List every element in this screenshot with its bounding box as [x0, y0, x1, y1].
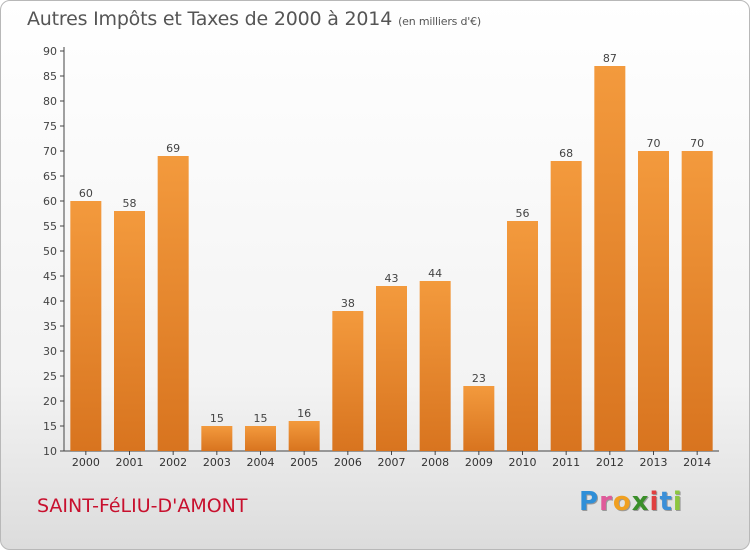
- bar: [70, 201, 102, 451]
- data-label: 58: [123, 197, 137, 210]
- bar: [157, 156, 189, 451]
- y-tick-label: 90: [43, 45, 57, 58]
- data-label: 87: [603, 52, 617, 65]
- bar: [507, 221, 538, 451]
- x-tick-label: 2008: [421, 456, 449, 469]
- y-tick-label: 10: [43, 445, 57, 458]
- data-label: 56: [516, 207, 530, 220]
- x-tick-label: 2001: [116, 456, 144, 469]
- bar: [288, 421, 320, 451]
- y-tick-label: 40: [43, 295, 57, 308]
- y-tick-label: 50: [43, 245, 57, 258]
- x-tick-label: 2004: [247, 456, 275, 469]
- bar: [594, 66, 626, 451]
- y-tick-label: 20: [43, 395, 57, 408]
- data-label: 70: [647, 137, 661, 150]
- x-tick-label: 2003: [203, 456, 231, 469]
- data-label: 70: [690, 137, 704, 150]
- y-tick-label: 15: [43, 420, 57, 433]
- chart-title: Autres Impôts et Taxes de 2000 à 2014 (en…: [27, 8, 481, 30]
- y-tick-label: 75: [43, 120, 57, 133]
- data-label: 68: [559, 147, 573, 160]
- y-tick-label: 70: [43, 145, 57, 158]
- y-tick-label: 55: [43, 220, 57, 233]
- y-tick-label: 85: [43, 70, 57, 83]
- data-label: 15: [210, 412, 224, 425]
- logo-letter: i: [672, 487, 683, 517]
- bar: [332, 311, 364, 451]
- data-label: 44: [428, 267, 442, 280]
- bar: [419, 281, 451, 451]
- x-tick-label: 2012: [596, 456, 624, 469]
- x-tick-label: 2006: [334, 456, 362, 469]
- x-tick-label: 2010: [509, 456, 537, 469]
- data-label: 38: [341, 297, 355, 310]
- data-label: 23: [472, 372, 486, 385]
- logo-letter: i: [649, 487, 660, 517]
- x-tick-label: 2005: [290, 456, 318, 469]
- data-label: 43: [385, 272, 399, 285]
- chart-title-unit: (en milliers d'€): [398, 15, 481, 28]
- x-tick-label: 2013: [640, 456, 668, 469]
- x-tick-label: 2014: [683, 456, 711, 469]
- data-label: 60: [79, 187, 93, 200]
- y-tick-label: 25: [43, 370, 57, 383]
- bar: [114, 211, 145, 451]
- logo-letter: t: [659, 487, 673, 517]
- data-label: 16: [297, 407, 311, 420]
- x-tick-label: 2007: [378, 456, 406, 469]
- logo-letter: x: [631, 487, 650, 517]
- y-tick-label: 35: [43, 320, 57, 333]
- y-tick-label: 45: [43, 270, 57, 283]
- bar: [638, 151, 669, 451]
- x-tick-label: 2009: [465, 456, 493, 469]
- commune-name: SAINT-FéLIU-D'AMONT: [37, 495, 248, 517]
- x-tick-label: 2000: [72, 456, 100, 469]
- data-label: 69: [166, 142, 180, 155]
- y-tick-label: 30: [43, 345, 57, 358]
- y-tick-label: 60: [43, 195, 57, 208]
- bar: [201, 426, 233, 451]
- bar: [245, 426, 276, 451]
- bar: [463, 386, 495, 451]
- proxiti-logo: Proxiti: [579, 487, 683, 517]
- x-tick-label: 2011: [552, 456, 580, 469]
- logo-letter: r: [599, 487, 613, 517]
- y-tick-label: 65: [43, 170, 57, 183]
- data-label: 15: [254, 412, 268, 425]
- y-tick-label: 80: [43, 95, 57, 108]
- logo-letter: o: [612, 487, 632, 517]
- bar: [550, 161, 582, 451]
- logo-letter: P: [579, 487, 600, 517]
- x-tick-label: 2002: [159, 456, 187, 469]
- bar: [681, 151, 713, 451]
- bar: [376, 286, 407, 451]
- chart-title-main: Autres Impôts et Taxes de 2000 à 2014: [27, 8, 393, 30]
